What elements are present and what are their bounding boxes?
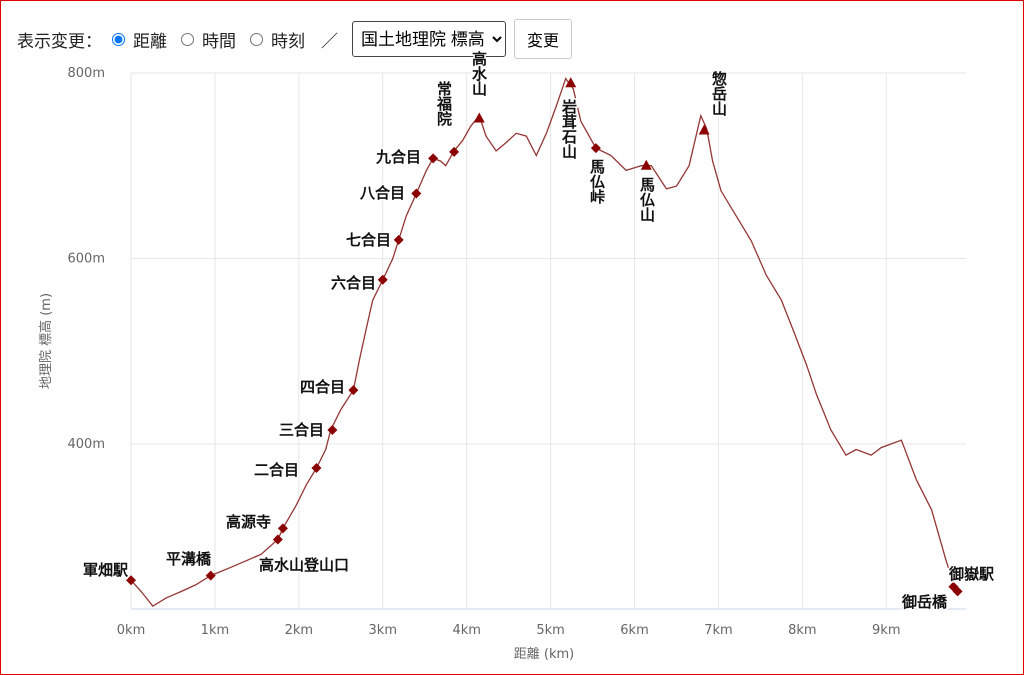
point-label: 岩茸石山 bbox=[560, 98, 578, 160]
point-marker bbox=[952, 586, 963, 597]
point-marker bbox=[272, 534, 283, 545]
point-label: 馬仏山 bbox=[638, 177, 656, 223]
radio-label: 距離 bbox=[133, 31, 167, 52]
peak-marker bbox=[698, 124, 710, 135]
radio-label: 時間 bbox=[202, 31, 236, 52]
point-label: 九合目 bbox=[375, 148, 421, 166]
x-tick-label: 3km bbox=[369, 623, 397, 638]
radio[interactable] bbox=[112, 32, 125, 46]
point-label: 御嶽駅 bbox=[948, 565, 995, 583]
x-tick-label: 5km bbox=[536, 623, 564, 638]
y-axis-title: 地理院 標高 (m) bbox=[38, 293, 54, 389]
dataset-select[interactable]: 国土地理院 標高 bbox=[352, 21, 506, 57]
point-label: 高水山登山口 bbox=[259, 556, 349, 574]
separator: ／ bbox=[321, 31, 338, 52]
radio-label: 時刻 bbox=[271, 31, 305, 52]
x-tick-label: 2km bbox=[285, 623, 313, 638]
point-label: 七合目 bbox=[346, 231, 391, 249]
control-label: 表示変更： bbox=[17, 31, 102, 52]
point-marker bbox=[449, 146, 460, 157]
point-marker bbox=[590, 143, 601, 154]
radio-group: 距離 時間 時刻 bbox=[112, 27, 319, 52]
peak-marker bbox=[565, 77, 577, 88]
point-label: 六合目 bbox=[331, 274, 376, 292]
point-marker bbox=[311, 463, 322, 474]
point-label: 八合目 bbox=[359, 184, 405, 202]
point-marker bbox=[277, 523, 288, 534]
point-marker bbox=[428, 153, 439, 164]
point-label: 惣岳山 bbox=[710, 70, 728, 117]
radio[interactable] bbox=[181, 32, 194, 46]
x-tick-label: 6km bbox=[620, 623, 648, 638]
y-tick-label: 800m bbox=[68, 66, 105, 81]
x-tick-label: 7km bbox=[704, 623, 732, 638]
point-label: 四合目 bbox=[300, 378, 345, 396]
point-marker bbox=[377, 274, 388, 285]
point-marker bbox=[393, 234, 404, 245]
peak-marker bbox=[640, 159, 652, 170]
y-tick-label: 600m bbox=[68, 251, 105, 266]
point-label: 三合目 bbox=[279, 421, 324, 439]
point-label: 高源寺 bbox=[226, 513, 271, 531]
x-axis-title: 距離 (km) bbox=[514, 647, 574, 662]
point-label: 御岳橋 bbox=[901, 593, 948, 611]
point-marker bbox=[327, 425, 338, 436]
x-tick-label: 1km bbox=[201, 623, 229, 638]
controls: 表示変更： 距離 時間 時刻 ／ 国土地理院 標高 変更 bbox=[17, 19, 573, 59]
x-tick-label: 8km bbox=[788, 623, 816, 638]
x-tick-label: 9km bbox=[872, 623, 900, 638]
point-label: 高水山 bbox=[470, 50, 488, 97]
radio-option[interactable]: 時刻 bbox=[250, 27, 305, 52]
radio-option[interactable]: 時間 bbox=[181, 27, 236, 52]
elevation-line bbox=[130, 77, 957, 608]
y-tick-label: 400m bbox=[68, 437, 105, 452]
point-marker bbox=[348, 385, 359, 396]
x-tick-label: 4km bbox=[452, 623, 480, 638]
point-marker bbox=[126, 575, 136, 586]
x-tick-label: 0km bbox=[117, 623, 145, 638]
point-label: 常福院 bbox=[435, 80, 453, 127]
point-label: 軍畑駅 bbox=[83, 561, 129, 579]
radio-option[interactable]: 距離 bbox=[112, 27, 167, 52]
peak-marker bbox=[473, 112, 485, 123]
point-label: 二合目 bbox=[254, 461, 299, 479]
point-label: 平溝橋 bbox=[166, 550, 212, 568]
change-button[interactable]: 変更 bbox=[514, 19, 573, 59]
point-marker bbox=[411, 188, 422, 199]
point-label: 馬仏峠 bbox=[588, 159, 606, 205]
radio[interactable] bbox=[250, 32, 263, 46]
point-marker bbox=[205, 570, 216, 581]
